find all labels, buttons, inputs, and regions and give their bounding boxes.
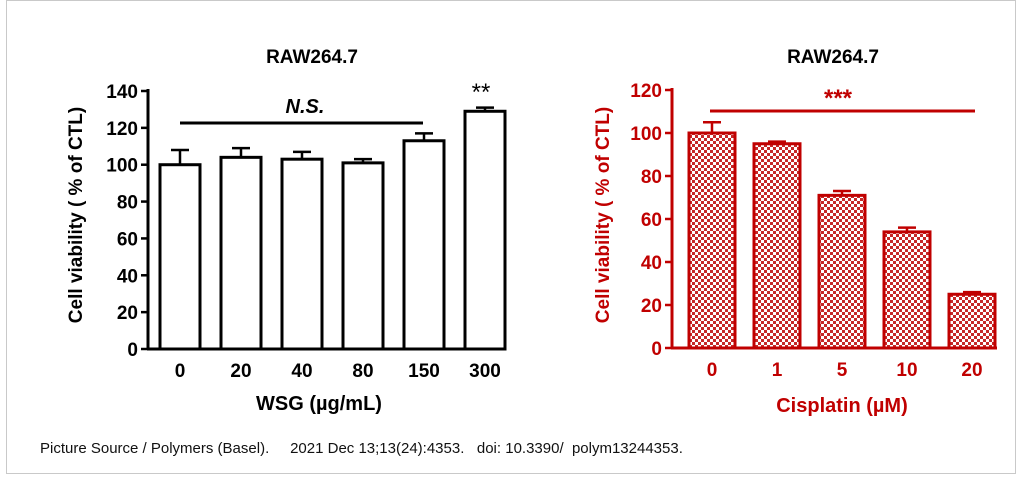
- x-tick-label: 0: [175, 361, 186, 382]
- y-axis-label: Cell viability ( % of CTL): [66, 107, 87, 323]
- plot-area: 0 20 40 60 80 100 120 140 0 20 40 80 150 300: [106, 82, 507, 382]
- bar: [752, 142, 802, 350]
- y-tick-label: 120: [106, 119, 138, 140]
- bar: [158, 163, 202, 351]
- x-tick-label: 40: [291, 361, 312, 382]
- y-tick-label: 60: [641, 210, 662, 231]
- chart-cisplatin: RAW264.7 Cell viability ( % of CTL) Cisp…: [593, 47, 997, 417]
- plot-area: 0 20 40 60 80 100 120 0 1 5 10 20: [630, 81, 997, 381]
- x-tick-label: 300: [469, 361, 501, 382]
- bar: [402, 139, 446, 351]
- x-tick-label: 80: [352, 361, 373, 382]
- bar: [687, 131, 737, 350]
- y-tick-label: 20: [117, 303, 138, 324]
- y-tick-label: 80: [641, 167, 662, 188]
- x-axis-label: WSG (µg/mL): [256, 393, 382, 415]
- x-tick-label: 150: [408, 361, 440, 382]
- annotation-star: ***: [824, 85, 853, 112]
- y-tick-label: 0: [651, 339, 662, 360]
- bar: [817, 193, 867, 350]
- y-tick-label: 100: [106, 156, 138, 177]
- y-tick-label: 100: [630, 124, 662, 145]
- x-tick-label: 0: [707, 360, 718, 381]
- y-tick-label: 0: [127, 340, 138, 361]
- x-tick-label: 20: [961, 360, 982, 381]
- chart-wsg: RAW264.7 Cell viability ( % of CTL) WSG …: [66, 47, 507, 415]
- y-tick-label: 140: [106, 82, 138, 103]
- annotation-star: **: [472, 79, 491, 106]
- annotation-ns: N.S.: [286, 96, 325, 118]
- y-tick-label: 120: [630, 81, 662, 102]
- bar: [219, 155, 263, 351]
- bar: [463, 109, 507, 351]
- y-tick-label: 40: [641, 253, 662, 274]
- x-tick-label: 10: [896, 360, 917, 381]
- x-tick-label: 1: [772, 360, 783, 381]
- y-tick-label: 20: [641, 296, 662, 317]
- bar: [341, 161, 385, 351]
- chart-title: RAW264.7: [266, 47, 358, 68]
- x-tick-label: 20: [230, 361, 251, 382]
- x-tick-label: 5: [837, 360, 848, 381]
- y-tick-label: 60: [117, 229, 138, 250]
- source-caption: Picture Source / Polymers (Basel). 2021 …: [40, 440, 683, 457]
- y-axis-label: Cell viability ( % of CTL): [593, 107, 614, 323]
- bar: [280, 157, 324, 351]
- y-tick-label: 40: [117, 266, 138, 287]
- chart-title: RAW264.7: [787, 47, 879, 68]
- bar: [882, 230, 932, 350]
- bar: [947, 292, 997, 350]
- x-axis-label: Cisplatin (µM): [776, 395, 908, 417]
- y-tick-label: 80: [117, 193, 138, 214]
